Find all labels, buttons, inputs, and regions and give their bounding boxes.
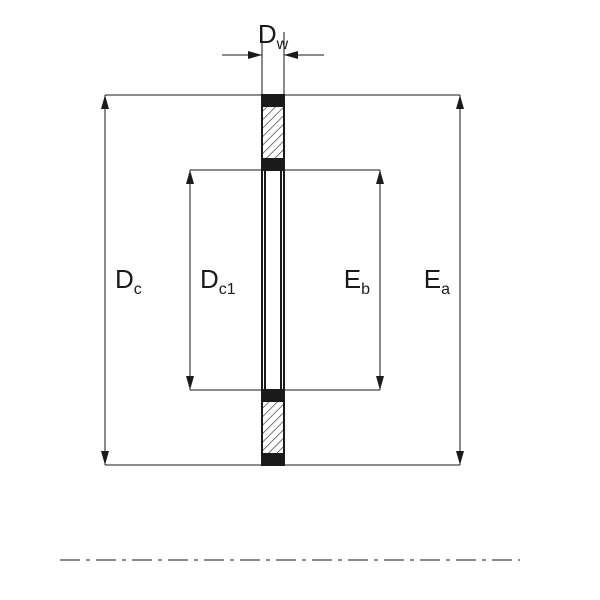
svg-text:Dc: Dc: [115, 264, 142, 298]
svg-text:Dw: Dw: [258, 19, 289, 53]
svg-text:Eb: Eb: [344, 264, 370, 298]
diagram-container: Dw Dc Dc1 Eb Ea: [0, 0, 600, 600]
diagram-svg: Dw Dc Dc1 Eb Ea: [0, 0, 600, 600]
svg-text:Dc1: Dc1: [200, 264, 236, 298]
svg-text:Ea: Ea: [424, 264, 450, 298]
